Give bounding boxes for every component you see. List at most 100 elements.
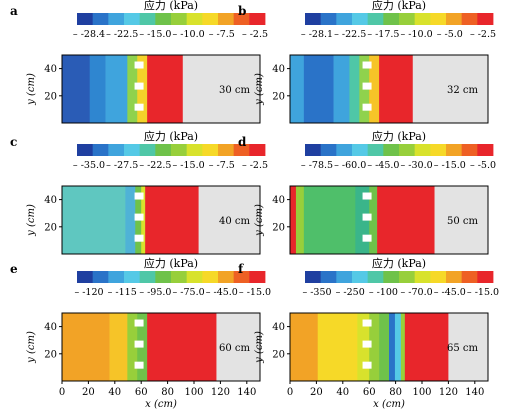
colorbar-tick: – -10.0 <box>401 29 433 40</box>
colorbar-swatch <box>430 13 447 25</box>
stress-field-band <box>290 313 319 381</box>
stress-field-band <box>290 55 305 123</box>
colorbar-swatch <box>139 144 156 156</box>
y-axis-label: y (cm) <box>26 204 37 237</box>
crack-marker <box>134 61 144 69</box>
crack-marker <box>362 103 372 111</box>
y-axis-label: y (cm) <box>254 331 265 364</box>
x-tick-label: 20 <box>310 387 323 398</box>
colorbar-swatch <box>202 271 219 283</box>
stress-field-band <box>333 55 350 123</box>
stress-field-band <box>62 313 110 381</box>
y-tick-label: 20 <box>272 91 285 102</box>
y-tick-label: 20 <box>44 222 57 233</box>
colorbar-swatch <box>233 271 250 283</box>
colorbar-swatch <box>139 13 156 25</box>
stress-field-band <box>125 186 136 254</box>
stress-field-band <box>290 186 297 254</box>
colorbar-swatch <box>77 144 94 156</box>
x-tick-label: 40 <box>336 387 349 398</box>
colorbar-swatch <box>186 144 203 156</box>
y-tick-label: 20 <box>44 349 57 360</box>
plot-frame <box>289 312 489 382</box>
colorbar-tick: – -45.0 <box>367 160 399 171</box>
stress-field-band <box>145 186 199 254</box>
colorbar-title: 应力 (kPa) <box>144 129 198 143</box>
depth-label: 32 cm <box>447 85 479 96</box>
crack-marker <box>362 319 372 327</box>
colorbar-swatch <box>218 144 235 156</box>
colorbar-swatch <box>461 271 478 283</box>
colorbar-swatch <box>320 13 337 25</box>
x-tick-label: 0 <box>59 387 65 398</box>
crack-marker <box>134 361 144 369</box>
stress-field-band <box>147 313 217 381</box>
colorbar-swatch <box>202 13 219 25</box>
colorbar-tick: – -15.0 <box>467 287 499 298</box>
colorbar-swatch <box>108 271 125 283</box>
stress-field-band <box>394 313 402 381</box>
colorbar-swatch <box>399 13 416 25</box>
y-axis-label: y (cm) <box>26 73 37 106</box>
colorbar-title: 应力 (kPa) <box>372 0 426 12</box>
stress-field-band <box>127 313 138 381</box>
crack-marker <box>362 213 372 221</box>
depth-label: 60 cm <box>219 343 251 354</box>
colorbar-title: 应力 (kPa) <box>144 256 198 270</box>
panel-e: e 应力 (kPa) – -120 – -115– -95.0– -75.0– -45… <box>10 256 271 410</box>
x-axis-label: x (cm) <box>145 399 177 410</box>
colorbar-swatch <box>367 144 384 156</box>
crack-marker <box>134 234 144 242</box>
colorbar-swatch <box>320 144 337 156</box>
panel-letter: e <box>10 262 18 276</box>
colorbar-tick: – -22.5 <box>334 29 366 40</box>
crack-marker <box>362 361 372 369</box>
colorbar-swatch <box>233 13 250 25</box>
stress-field-band <box>389 313 396 381</box>
x-axis-label: x (cm) <box>373 399 405 410</box>
stress-field-band <box>198 186 261 254</box>
crack-marker <box>134 340 144 348</box>
colorbar-tick: – -350 <box>302 287 331 298</box>
colorbar-swatch <box>367 271 384 283</box>
stress-field-band <box>303 186 356 254</box>
panel-letter: c <box>10 135 17 149</box>
crack-marker <box>362 82 372 90</box>
y-tick-label: 20 <box>272 222 285 233</box>
crack-marker <box>134 82 144 90</box>
colorbar-swatch <box>352 144 369 156</box>
colorbar-swatch <box>430 271 447 283</box>
panel-a: a 应力 (kPa) – -28.4– -22.5– -15.0– -10.0 – -… <box>10 0 268 124</box>
colorbar-swatch <box>77 271 94 283</box>
colorbar-swatch <box>305 271 322 283</box>
panel-d: d 应力 (kPa)– -78.5– -60.0– -45.0– -30.0– -… <box>238 129 496 255</box>
colorbar-tick: – -35.0 <box>73 160 105 171</box>
x-tick-label: 120 <box>439 387 458 398</box>
colorbar-swatch <box>92 144 109 156</box>
colorbar-tick: – -15.0 <box>139 29 171 40</box>
colorbar-swatch <box>399 144 416 156</box>
colorbar-tick: – -22.5 <box>106 29 138 40</box>
colorbar-swatch <box>218 13 235 25</box>
colorbar-swatch <box>249 271 266 283</box>
colorbar-swatch <box>399 271 416 283</box>
colorbar-swatch <box>233 144 250 156</box>
colorbar-swatch <box>446 13 463 25</box>
colorbar-tick: – -70.0 <box>401 287 433 298</box>
depth-label: 40 cm <box>219 216 251 227</box>
stress-field-band <box>349 55 360 123</box>
colorbar-swatch <box>383 271 400 283</box>
y-axis-label: y (cm) <box>254 73 265 106</box>
colorbar-tick: – -60.0 <box>334 160 366 171</box>
y-axis-label: y (cm) <box>254 204 265 237</box>
colorbar-tick: – -115 <box>108 287 137 298</box>
colorbar-title: 应力 (kPa) <box>144 0 198 12</box>
y-tick-label: 40 <box>272 322 285 333</box>
colorbar-swatch <box>108 13 125 25</box>
panel-letter: a <box>10 4 18 18</box>
colorbar-swatch <box>352 271 369 283</box>
stress-field-band <box>89 55 106 123</box>
x-tick-label: 0 <box>287 387 293 398</box>
crack-marker <box>362 61 372 69</box>
